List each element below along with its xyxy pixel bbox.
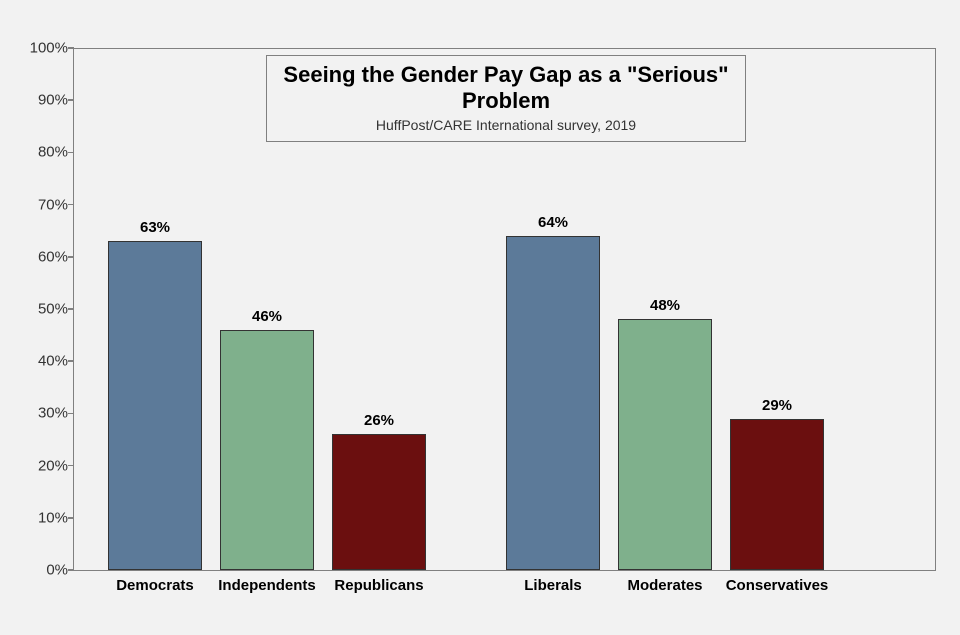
x-category-label: Moderates <box>627 577 702 594</box>
bar-value-label: 29% <box>762 397 792 414</box>
y-tick-mark <box>68 152 74 154</box>
y-tick-mark <box>68 517 74 519</box>
y-tick-label: 50% <box>38 301 68 318</box>
bar <box>730 419 824 570</box>
x-category-label: Democrats <box>116 577 194 594</box>
bar <box>108 241 202 570</box>
bar-value-label: 63% <box>140 219 170 236</box>
chart-title-box: Seeing the Gender Pay Gap as a "Serious"… <box>266 55 746 142</box>
y-tick-mark <box>68 204 74 206</box>
bar <box>220 330 314 570</box>
y-tick-mark <box>68 256 74 258</box>
bar-value-label: 46% <box>252 308 282 325</box>
y-tick-label: 10% <box>38 509 68 526</box>
y-tick-label: 80% <box>38 144 68 161</box>
y-tick-mark <box>68 308 74 310</box>
y-tick-mark <box>68 360 74 362</box>
bar <box>332 434 426 570</box>
y-tick-label: 0% <box>46 562 68 579</box>
bar <box>618 319 712 570</box>
y-tick-label: 90% <box>38 92 68 109</box>
y-tick-label: 20% <box>38 457 68 474</box>
y-tick-label: 60% <box>38 248 68 265</box>
x-category-label: Liberals <box>524 577 582 594</box>
chart-subtitle: HuffPost/CARE International survey, 2019 <box>277 117 735 133</box>
y-tick-mark <box>68 99 74 101</box>
x-category-label: Republicans <box>334 577 423 594</box>
chart-title: Seeing the Gender Pay Gap as a "Serious"… <box>277 62 735 115</box>
y-tick-label: 100% <box>30 40 68 57</box>
y-tick-label: 70% <box>38 196 68 213</box>
x-category-label: Conservatives <box>726 577 829 594</box>
bar <box>506 236 600 570</box>
y-tick-label: 40% <box>38 353 68 370</box>
y-tick-mark <box>68 569 74 571</box>
x-category-label: Independents <box>218 577 316 594</box>
bar-value-label: 26% <box>364 412 394 429</box>
y-tick-label: 30% <box>38 405 68 422</box>
y-tick-mark <box>68 465 74 467</box>
y-tick-mark <box>68 47 74 49</box>
bar-value-label: 48% <box>650 297 680 314</box>
y-tick-mark <box>68 413 74 415</box>
bar-value-label: 64% <box>538 214 568 231</box>
